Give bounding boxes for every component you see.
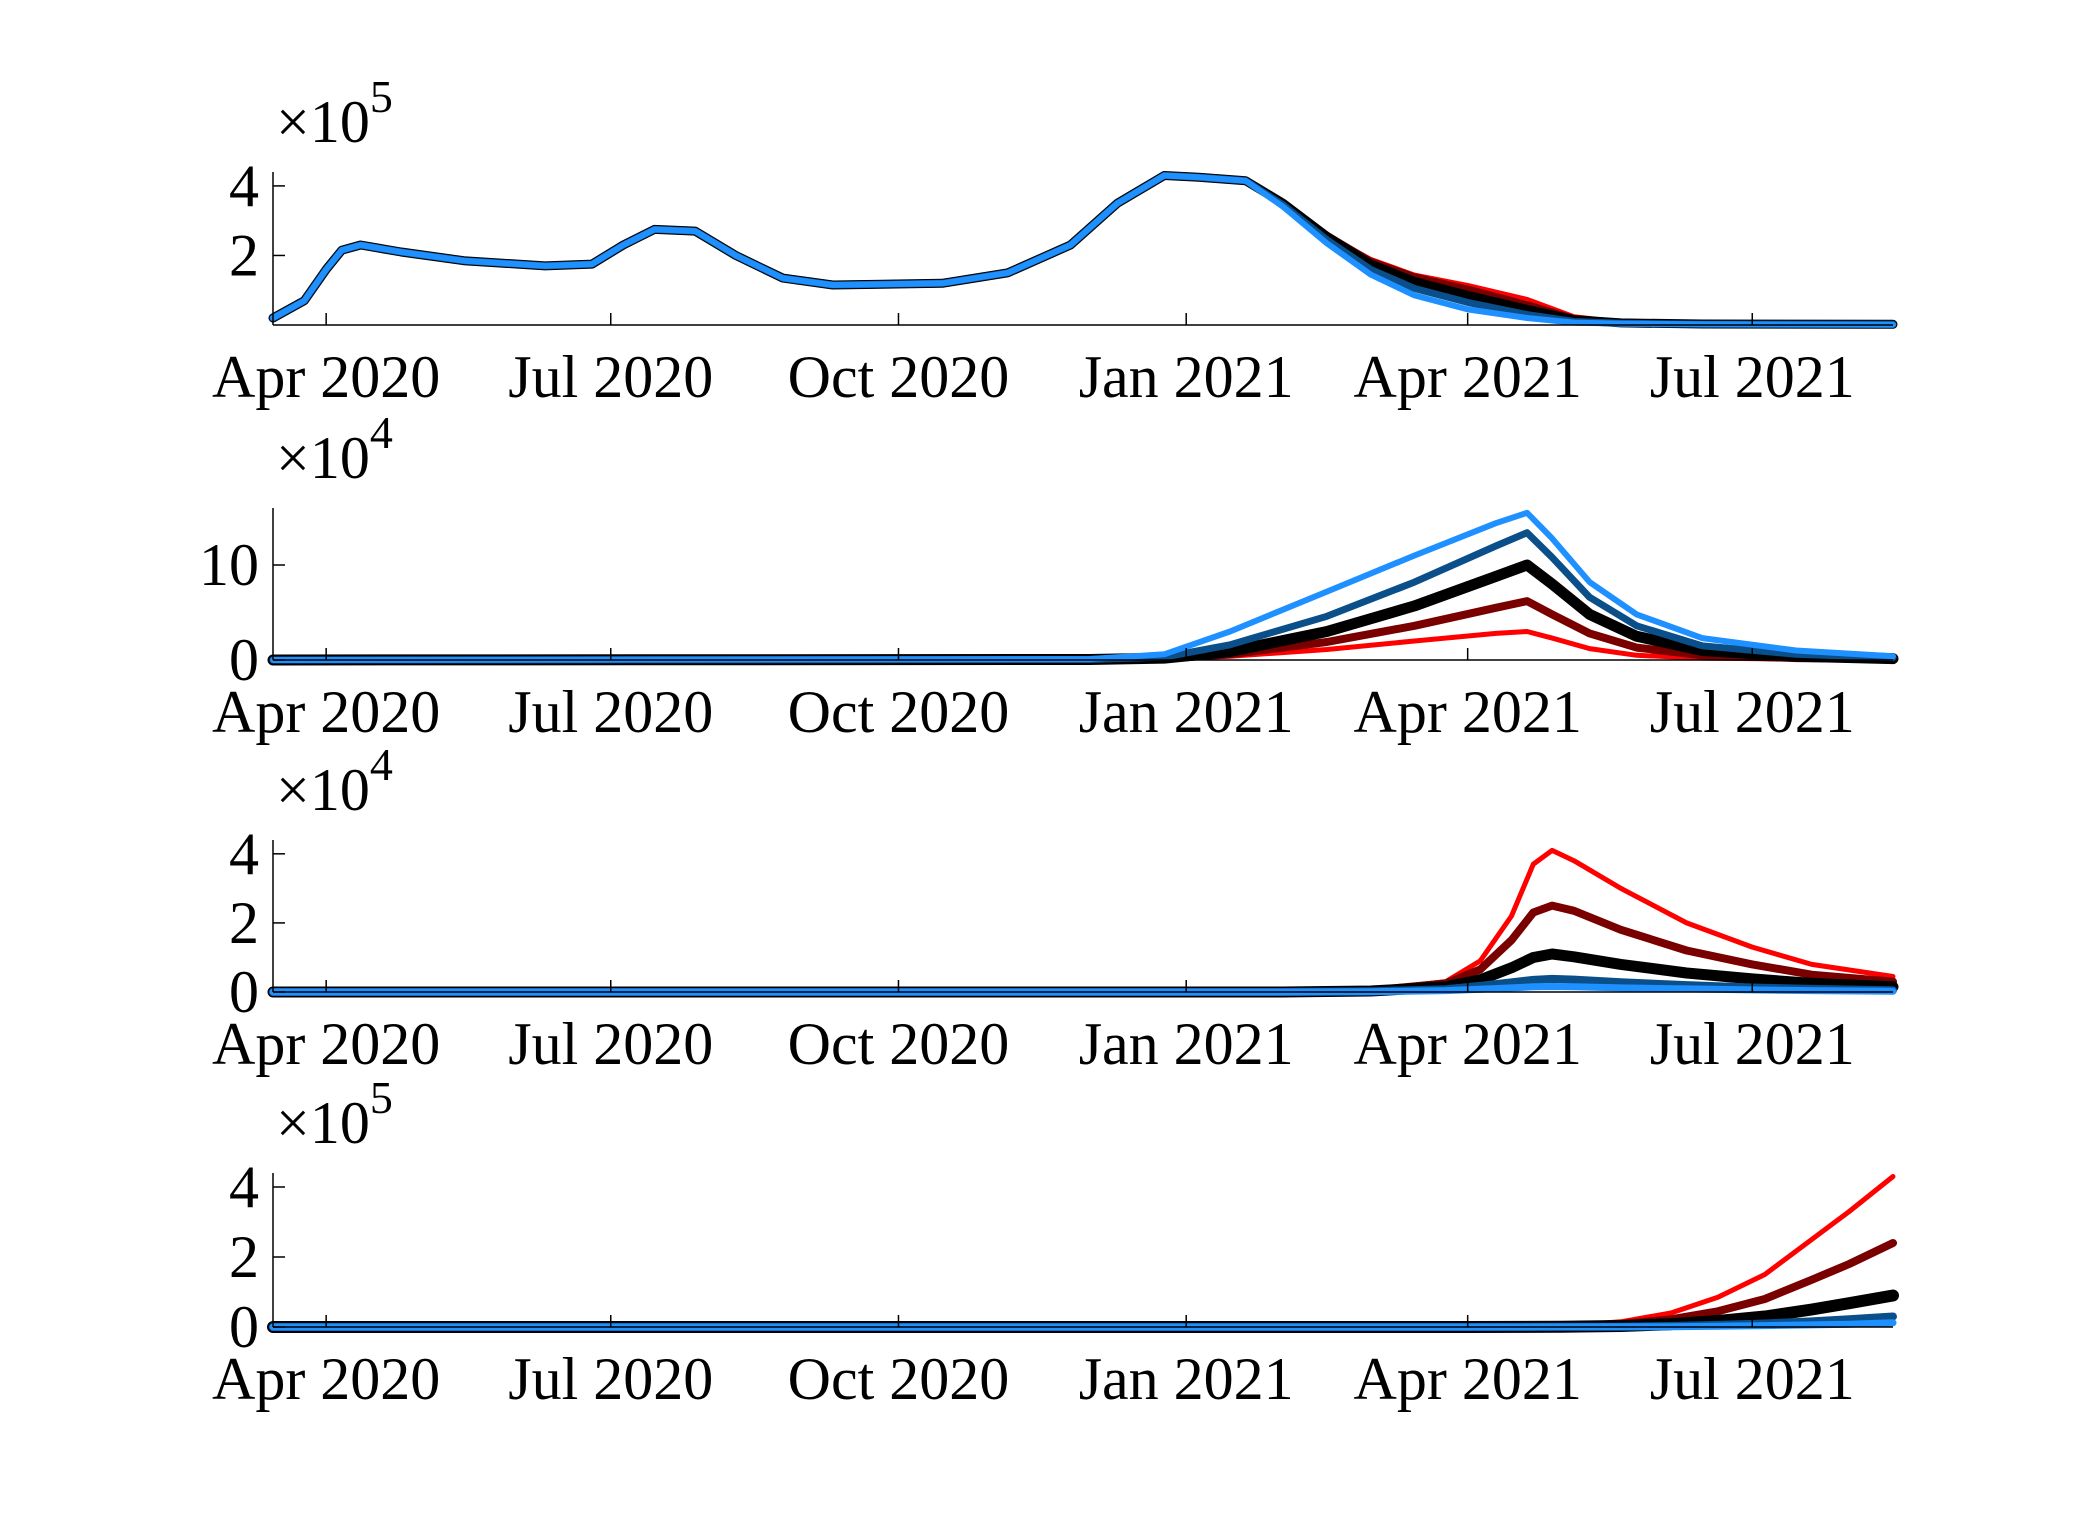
x-tick-label: Apr 2020: [212, 1346, 440, 1412]
series-group: [268, 171, 1898, 329]
exponent-power: 5: [370, 1072, 393, 1123]
x-tick-label: Apr 2021: [1354, 1011, 1582, 1077]
x-tick-label: Apr 2021: [1354, 679, 1582, 745]
x-tick-label: Apr 2021: [1354, 344, 1582, 410]
y-tick-label: 2: [229, 1224, 259, 1290]
series-line-5: [270, 509, 1896, 663]
exponent-power: 5: [370, 71, 393, 122]
series-group: [267, 509, 1899, 666]
y-tick-label: 2: [229, 890, 259, 956]
x-tick-label: Jul 2020: [508, 344, 713, 410]
y-tick-label: 2: [229, 222, 259, 288]
y-tick-label: 10: [199, 532, 259, 598]
panel-1: 24 Apr 2020 Jul 2020 Oct 2020 Jan 2021 Apr 20…: [212, 71, 1898, 410]
series-group: [267, 847, 1899, 998]
exponent-label: ×104: [276, 739, 393, 823]
series-line-3: [267, 1289, 1899, 1333]
exponent-base: ×10: [276, 89, 370, 155]
series-group: [267, 1174, 1899, 1333]
series-line-1: [270, 1174, 1896, 1330]
x-tick-label: Apr 2020: [212, 1011, 440, 1077]
y-tick-label: 0: [229, 627, 259, 693]
x-tick-label: Jul 2021: [1650, 344, 1855, 410]
x-tick-label: Oct 2020: [788, 1346, 1010, 1412]
x-tick-label: Oct 2020: [788, 344, 1010, 410]
x-tick-label: Jul 2021: [1650, 1011, 1855, 1077]
x-tick-label: Jan 2021: [1079, 344, 1294, 410]
series-line-4: [269, 529, 1897, 664]
x-tick-label: Oct 2020: [788, 679, 1010, 745]
exponent-base: ×10: [276, 1090, 370, 1156]
y-tick-label: 4: [229, 1154, 259, 1220]
exponent-label: ×105: [276, 71, 393, 155]
y-tick-label: 0: [229, 959, 259, 1025]
x-tick-label: Jan 2021: [1079, 679, 1294, 745]
panel-2: 0 10 Apr 2020 Jul 2020 Oct 2020 Jan 2021 Apr 2…: [199, 407, 1899, 745]
x-tick-label: Jul 2020: [508, 679, 713, 745]
exponent-power: 4: [370, 407, 393, 458]
y-tick-label: 4: [229, 821, 259, 887]
x-tick-label: Apr 2020: [212, 679, 440, 745]
series-line-3: [268, 171, 1898, 329]
x-tick-label: Jan 2021: [1079, 1346, 1294, 1412]
x-tick-label: Jul 2021: [1650, 1346, 1855, 1412]
exponent-base: ×10: [276, 757, 370, 823]
exponent-base: ×10: [276, 425, 370, 491]
y-tick-label: 4: [229, 153, 259, 219]
x-tick-label: Jul 2021: [1650, 679, 1855, 745]
exponent-label: ×105: [276, 1072, 393, 1156]
x-tick-label: Oct 2020: [788, 1011, 1010, 1077]
series-line-2: [270, 172, 1896, 327]
x-tick-label: Apr 2020: [212, 344, 440, 410]
series-line-2: [269, 901, 1897, 996]
series-line-4: [269, 172, 1897, 328]
x-tick-label: Jul 2020: [508, 1346, 713, 1412]
exponent-label: ×104: [276, 407, 393, 491]
x-tick-label: Jan 2021: [1079, 1011, 1294, 1077]
x-tick-label: Apr 2021: [1354, 1346, 1582, 1412]
panel-4: 024 Apr 2020 Jul 2020 Oct 2020 Jan 2021 Apr 2…: [212, 1072, 1899, 1412]
series-line-5: [270, 172, 1896, 328]
exponent-power: 4: [370, 739, 393, 790]
series-line-1: [271, 173, 1895, 326]
x-tick-label: Jul 2020: [508, 1011, 713, 1077]
y-tick-label: 0: [229, 1294, 259, 1360]
